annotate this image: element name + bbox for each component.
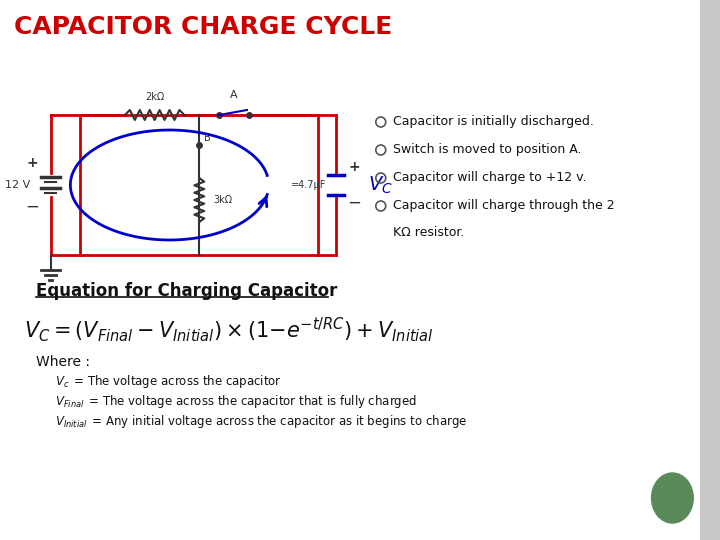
Bar xyxy=(80,115,318,255)
Text: 12 V: 12 V xyxy=(6,180,31,190)
Text: =4.7μF: =4.7μF xyxy=(291,180,326,190)
Text: CAPACITOR CHARGE CYCLE: CAPACITOR CHARGE CYCLE xyxy=(14,15,392,39)
Text: Equation for Charging Capacitor: Equation for Charging Capacitor xyxy=(35,282,337,300)
Text: $V_C$: $V_C$ xyxy=(368,174,392,195)
Text: 2kΩ: 2kΩ xyxy=(145,92,164,102)
Text: Capacitor is initially discharged.: Capacitor is initially discharged. xyxy=(392,116,593,129)
Text: A: A xyxy=(230,90,238,100)
Text: Where :: Where : xyxy=(35,355,89,369)
Text: +: + xyxy=(348,160,360,174)
Text: 3kΩ: 3kΩ xyxy=(213,195,233,205)
Text: $V_{Final}\,$ = The voltage across the capacitor that is fully charged: $V_{Final}\,$ = The voltage across the c… xyxy=(55,394,418,410)
Text: $V_{Initial}\,$ = Any initial voltage across the capacitor as it begins to charg: $V_{Initial}\,$ = Any initial voltage ac… xyxy=(55,414,468,430)
Text: −: − xyxy=(26,198,40,216)
Bar xyxy=(700,0,720,540)
Text: −: − xyxy=(347,194,361,212)
Text: B: B xyxy=(204,133,211,143)
Text: $V_c\,$ = The voltage across the capacitor: $V_c\,$ = The voltage across the capacit… xyxy=(55,374,282,390)
Text: $V_C = \left(V_{Final} - V_{Initial}\right)\times\left(1\mathrm{-}e^{-t/RC}\righ: $V_C = \left(V_{Final} - V_{Initial}\rig… xyxy=(24,315,433,345)
Text: Capacitor will charge through the 2: Capacitor will charge through the 2 xyxy=(392,199,614,213)
Text: +: + xyxy=(27,156,38,170)
Ellipse shape xyxy=(652,473,693,523)
Text: Capacitor will charge to +12 v.: Capacitor will charge to +12 v. xyxy=(392,172,586,185)
Text: KΩ resistor.: KΩ resistor. xyxy=(392,226,464,239)
Text: Switch is moved to position A.: Switch is moved to position A. xyxy=(392,144,581,157)
